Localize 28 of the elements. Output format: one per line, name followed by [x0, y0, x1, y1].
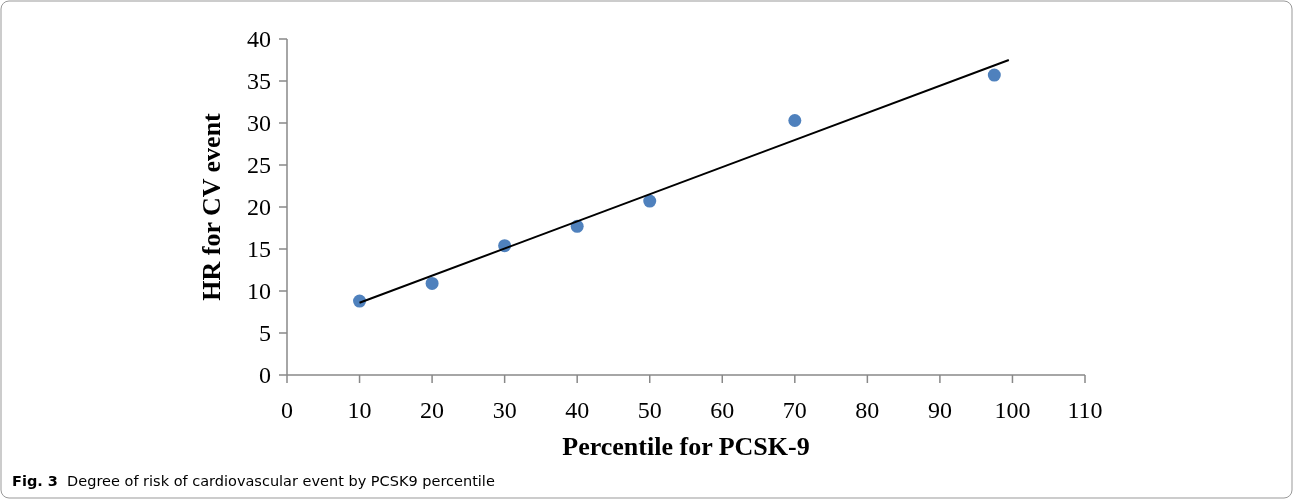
y-tick-label: 35: [247, 68, 271, 95]
point: [643, 194, 657, 208]
y-tick-label: 25: [247, 152, 271, 179]
point: [987, 68, 1001, 82]
x-tick-label: 60: [710, 397, 735, 423]
x-tick-label: 90: [927, 397, 952, 423]
y-tick-label: 10: [247, 278, 271, 305]
x-tick-label: 10: [347, 397, 372, 423]
caption: Fig. 3 Degree of risk of cardiovascular event by PCSK9 percentile: [12, 473, 495, 489]
x-tick-label: 80: [855, 397, 880, 423]
y-tick-label: 30: [247, 110, 271, 137]
x-tick-label: 40: [565, 397, 590, 423]
x-tick-label: 110: [1067, 397, 1103, 423]
x-tick-label: 0: [281, 397, 293, 423]
y-tick-label: 5: [259, 320, 271, 347]
x-tick-label: 100: [994, 397, 1031, 423]
y-axis-title: HR for CV event: [197, 112, 226, 301]
x-axis-title: Percentile for PCSK-9: [562, 432, 810, 461]
y-tick-label: 15: [247, 236, 271, 263]
x-tick-label: 20: [420, 397, 445, 423]
y-tick-label: 40: [247, 26, 271, 53]
point: [425, 276, 439, 290]
x-tick-label: 30: [492, 397, 517, 423]
y-tick-label: 0: [259, 362, 271, 389]
point: [788, 113, 802, 127]
x-tick-label: 70: [782, 397, 807, 423]
x-tick-label: 50: [637, 397, 662, 423]
y-tick-label: 20: [247, 194, 271, 221]
